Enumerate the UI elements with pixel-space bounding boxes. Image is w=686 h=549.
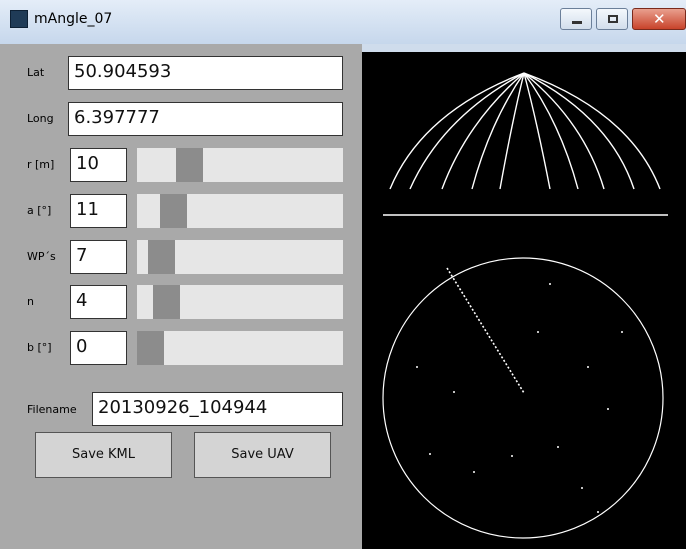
close-button[interactable]: ✕ [632,8,686,30]
field-label: WP´s [27,250,56,263]
text-input[interactable]: 7 [70,240,127,274]
preview-drawing [382,72,668,539]
filename-input[interactable]: 20130926_104944 [92,392,343,426]
slider-track[interactable] [137,331,343,365]
field-label: a [°] [27,204,52,217]
window-title: mAngle_07 [34,11,113,27]
waypoint-path [446,267,525,394]
field-label: b [°] [27,341,52,354]
text-input[interactable]: 10 [70,148,127,182]
slider-thumb[interactable] [176,148,203,182]
minimize-button[interactable] [560,8,592,30]
slider-thumb[interactable] [137,331,164,365]
save-button[interactable]: Save UAV [194,432,331,478]
text-input[interactable]: 4 [70,285,127,319]
text-input[interactable]: 0 [70,331,127,365]
slider-track[interactable] [137,148,343,182]
dome-lines [389,72,661,190]
field-label: Long [27,112,54,125]
slider-thumb[interactable] [148,240,175,274]
waypoints [416,283,623,513]
field-label: Lat [27,66,45,79]
preview-canvas [362,52,686,549]
title-bar: mAngle_07 ✕ [0,0,686,44]
save-button[interactable]: Save KML [35,432,172,478]
field-label: n [27,295,34,308]
slider-thumb[interactable] [153,285,180,319]
slider-thumb[interactable] [160,194,187,228]
text-input[interactable]: 11 [70,194,127,228]
area-circle [382,257,664,539]
maximize-button[interactable] [596,8,628,30]
field-label: r [m] [27,158,55,171]
text-input[interactable]: 50.904593 [68,56,343,90]
filename-label: Filename [27,403,77,416]
text-input[interactable]: 6.397777 [68,102,343,136]
app-icon [10,10,28,28]
